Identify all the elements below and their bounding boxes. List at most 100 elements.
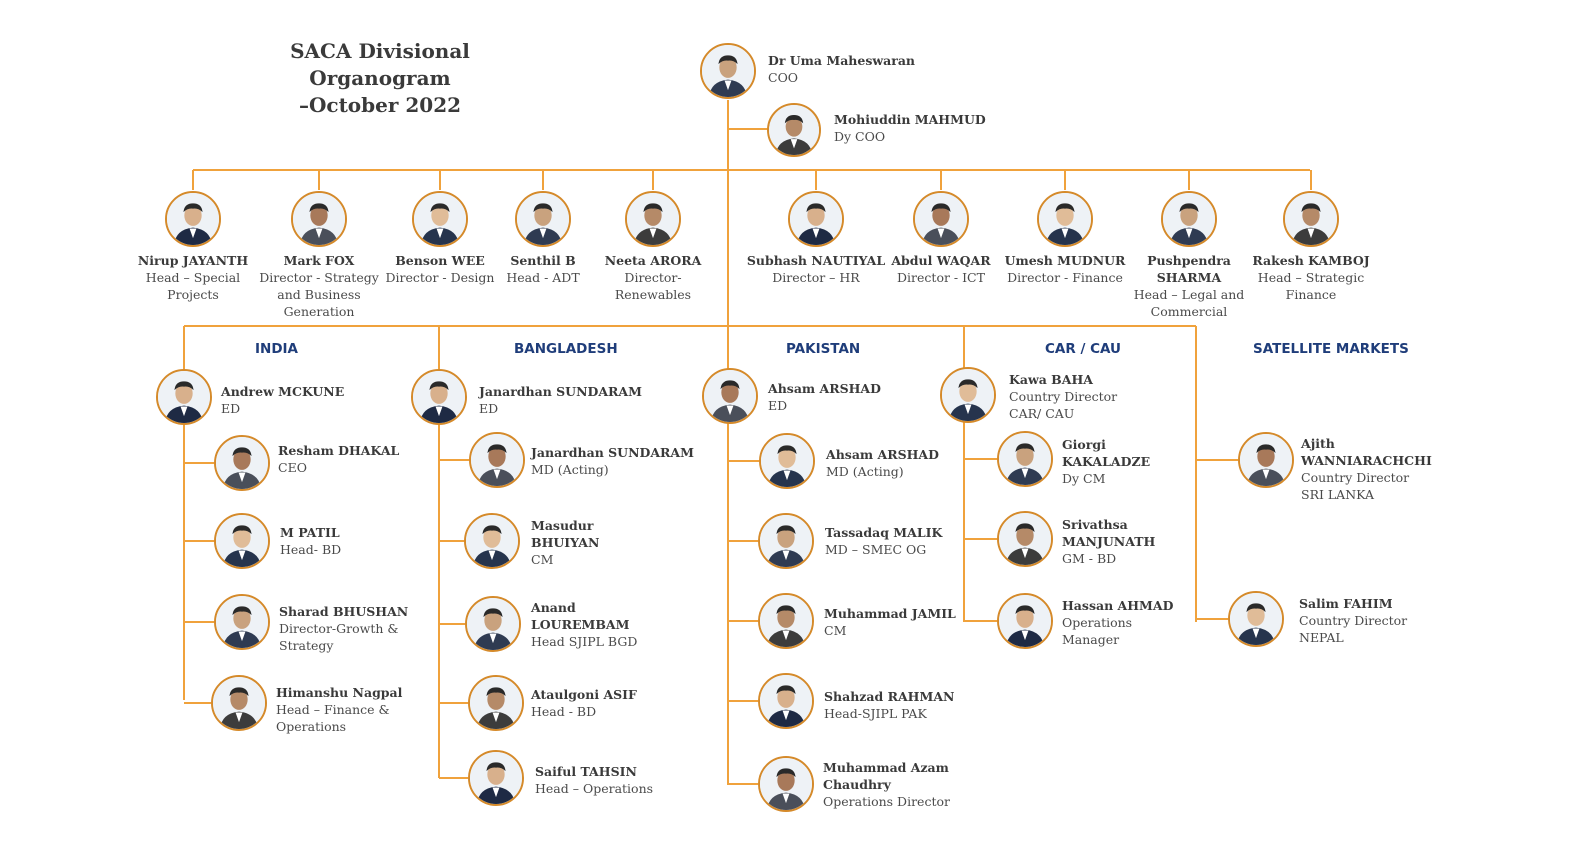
person-role: Commercial <box>1150 304 1228 319</box>
person-name: Giorgi <box>1062 437 1106 452</box>
person-role: CAR/ CAU <box>1009 406 1075 421</box>
person-name: LOUREMBAM <box>531 617 630 632</box>
person-photo <box>940 367 996 423</box>
person-label: Subhash NAUTIYAL Director – HR <box>747 252 885 286</box>
person-role: MD (Acting) <box>531 462 609 477</box>
person-name: Benson WEE <box>395 253 485 268</box>
person-icon <box>1285 193 1337 245</box>
person-role: Head - BD <box>531 704 597 719</box>
person-photo <box>465 596 521 652</box>
person-role: Head - ADT <box>506 270 580 285</box>
person-name: Masudur <box>531 518 594 533</box>
person-photo <box>291 191 347 247</box>
person-icon <box>760 515 812 567</box>
person-name: Anand <box>531 600 576 615</box>
person-icon <box>466 515 518 567</box>
person-role: Country Director <box>1299 613 1408 628</box>
person-icon <box>167 193 219 245</box>
person-label: Abdul WAQAR Director - ICT <box>891 252 990 286</box>
person-role: Head SJIPL BGD <box>531 634 638 649</box>
person-photo <box>515 191 571 247</box>
person-label: Sharad BHUSHAN Director-Growth & Strategy <box>279 603 408 654</box>
person-photo <box>411 369 467 425</box>
person-label: Andrew MCKUNE ED <box>221 383 344 417</box>
person-icon <box>790 193 842 245</box>
section-label: INDIA <box>255 341 298 357</box>
person-name: Resham DHAKAL <box>278 443 400 458</box>
person-label: Mohiuddin MAHMUD Dy COO <box>834 111 986 145</box>
person-label: Pushpendra SHARMA Head – Legal and Commerci… <box>1134 252 1245 320</box>
person-role: CEO <box>278 460 307 475</box>
person-label: Kawa BAHA Country Director CAR/ CAU <box>1009 371 1117 422</box>
person-role: NEPAL <box>1299 630 1344 645</box>
person-icon <box>216 596 268 648</box>
person-icon <box>414 193 466 245</box>
person-role: Head – Legal and <box>1133 287 1245 302</box>
person-role: Director - ICT <box>897 270 985 285</box>
person-name: Ajith <box>1301 436 1335 451</box>
person-role: Head – Finance & <box>276 702 390 717</box>
section-label: BANGLADESH <box>514 341 618 357</box>
person-photo <box>468 750 524 806</box>
person-name: Mohiuddin MAHMUD <box>834 112 986 127</box>
person-icon <box>702 45 754 97</box>
person-label: Masudur BHUIYAN CM <box>531 517 599 568</box>
person-icon <box>471 434 523 486</box>
person-photo <box>211 675 267 731</box>
person-icon <box>760 595 812 647</box>
person-photo <box>758 756 814 812</box>
person-icon <box>517 193 569 245</box>
person-name: Pushpendra <box>1147 253 1231 268</box>
person-photo <box>997 511 1053 567</box>
person-role: Operations <box>1062 615 1133 630</box>
person-name: Umesh MUDNUR <box>1004 253 1126 268</box>
person-role: Head-SJIPL PAK <box>824 706 927 721</box>
person-label: Salim FAHIM Country Director NEPAL <box>1299 595 1407 646</box>
person-role: Director – HR <box>772 270 860 285</box>
person-label: Hassan AHMAD Operations Manager <box>1062 597 1173 648</box>
person-role: Director- <box>624 270 682 285</box>
person-role: CM <box>824 623 847 638</box>
person-photo <box>788 191 844 247</box>
person-icon <box>761 435 813 487</box>
person-name: Dr Uma Maheswaran <box>768 53 916 68</box>
person-name: Ataulgoni ASIF <box>531 687 637 702</box>
person-icon <box>467 598 519 650</box>
person-role: ED <box>768 398 788 413</box>
person-photo <box>214 594 270 650</box>
person-name: Senthil B <box>510 253 576 268</box>
person-name: Nirup JAYANTH <box>137 253 249 268</box>
person-role: Country Director <box>1009 389 1118 404</box>
person-name: Shahzad RAHMAN <box>824 689 955 704</box>
person-label: Ahsam ARSHAD ED <box>768 380 881 414</box>
person-photo <box>1161 191 1217 247</box>
person-name: Subhash NAUTIYAL <box>746 253 886 268</box>
person-photo <box>214 513 270 569</box>
person-icon <box>470 752 522 804</box>
person-label: Dr Uma Maheswaran COO <box>768 52 915 86</box>
person-name: KAKALADZE <box>1062 454 1151 469</box>
page-title: SACA Divisional Organogram –October 2022 <box>220 38 540 119</box>
person-role: Head – Special <box>145 270 241 285</box>
person-label: Muhammad JAMIL CM <box>824 605 956 639</box>
person-role: CM <box>531 552 554 567</box>
person-role: Head- BD <box>280 542 342 557</box>
person-icon <box>999 513 1051 565</box>
person-photo <box>702 368 758 424</box>
person-role: MD (Acting) <box>826 464 904 479</box>
person-photo <box>759 433 815 489</box>
person-role: ED <box>479 401 499 416</box>
person-icon <box>293 193 345 245</box>
person-label: Neeta ARORA Director- Renewables <box>605 252 702 303</box>
person-label: Anand LOUREMBAM Head SJIPL BGD <box>531 599 637 650</box>
title-line-1: SACA Divisional Organogram <box>290 39 470 90</box>
person-role: MD – SMEC OG <box>825 542 927 557</box>
person-role: Head – Strategic <box>1257 270 1365 285</box>
person-role: Director - Design <box>385 270 495 285</box>
person-icon <box>760 758 812 810</box>
person-icon <box>413 371 465 423</box>
person-label: Himanshu Nagpal Head – Finance & Operation… <box>276 684 402 735</box>
person-photo <box>1238 432 1294 488</box>
person-label: Senthil B Head - ADT <box>506 252 579 286</box>
person-role: Generation <box>283 304 355 319</box>
